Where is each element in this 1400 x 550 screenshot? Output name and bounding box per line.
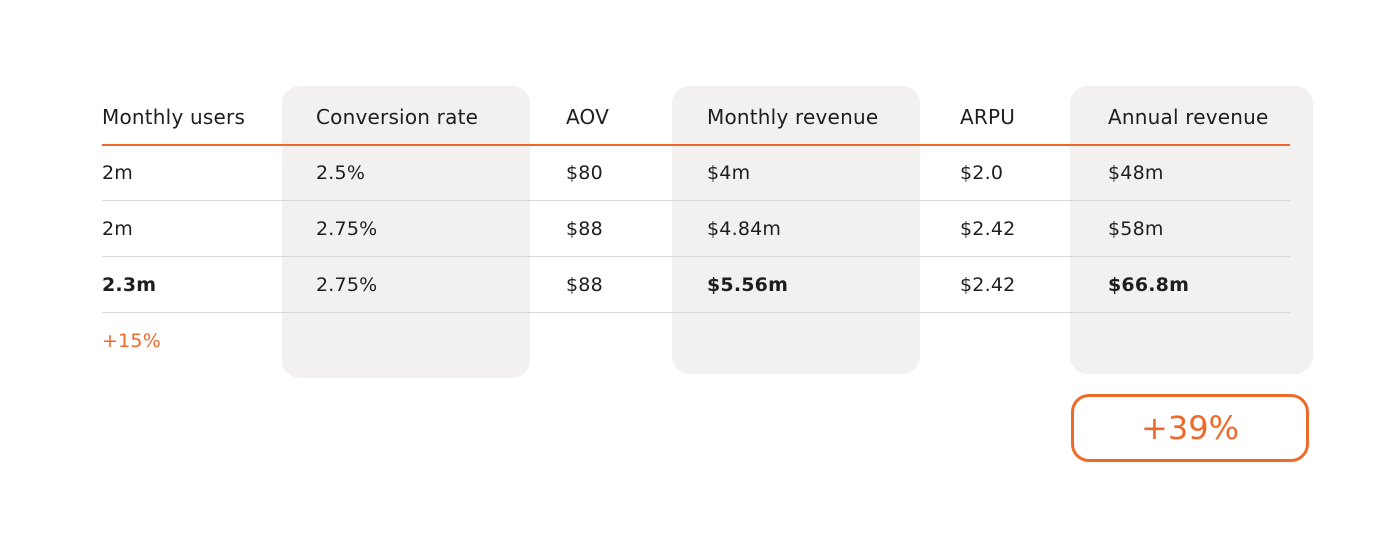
cell-annual-revenue: $48m [1108,162,1164,184]
header-monthly-users: Monthly users [102,105,246,129]
cell-arpu: $2.42 [960,218,1016,240]
monthly-revenue-column-highlight [672,86,920,374]
row-divider [102,256,1290,257]
cell-monthly-revenue: $4.84m [707,218,782,240]
conversion-rate-column-highlight [282,86,530,378]
header-monthly-revenue: Monthly revenue [707,105,879,129]
annual-revenue-change-value: +39% [1141,409,1239,447]
cell-monthly-users: 2m [102,218,133,240]
cell-aov: $88 [566,274,603,296]
cell-conversion-rate: 2.75% [316,274,378,296]
header-conversion-rate: Conversion rate [316,105,479,129]
annual-revenue-column-highlight [1070,86,1313,374]
cell-monthly-revenue: $5.56m [707,274,789,296]
cell-conversion-rate: 2.5% [316,162,366,184]
cell-aov: $80 [566,162,603,184]
cell-annual-revenue: $66.8m [1108,274,1190,296]
cell-aov: $88 [566,218,603,240]
header-annual-revenue: Annual revenue [1108,105,1269,129]
cell-arpu: $2.0 [960,162,1004,184]
cell-annual-revenue: $58m [1108,218,1164,240]
header-divider [102,144,1290,146]
cell-monthly-users: 2m [102,162,133,184]
cell-arpu: $2.42 [960,274,1016,296]
header-aov: AOV [566,105,610,129]
cell-monthly-users: 2.3m [102,274,157,296]
annual-revenue-change-badge: +39% [1071,394,1309,462]
header-arpu: ARPU [960,105,1016,129]
row-divider [102,200,1290,201]
row-divider [102,312,1290,313]
cell-conversion-rate: 2.75% [316,218,378,240]
monthly-users-change: +15% [102,330,161,352]
cell-monthly-revenue: $4m [707,162,751,184]
